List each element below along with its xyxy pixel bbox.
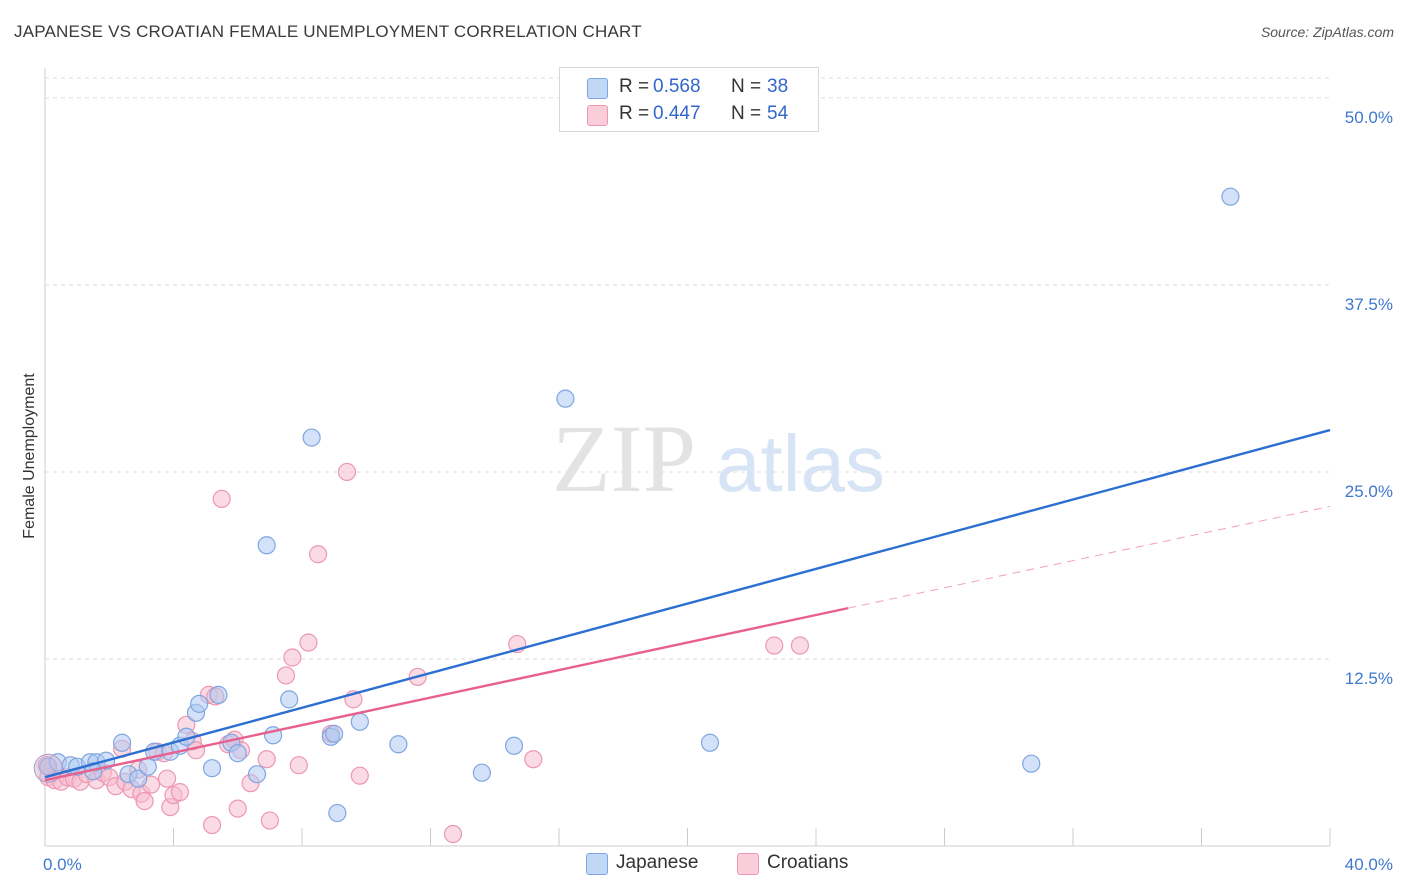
point-croatians — [170, 783, 190, 802]
point-croatians — [202, 815, 222, 835]
x-tick-label: 0.0% — [43, 855, 82, 874]
legend-r-value: 0.447 — [653, 103, 701, 124]
legend-n-value: 54 — [767, 103, 789, 124]
bottom-legend-label-japanese: Japanese — [616, 852, 699, 873]
point-croatians — [790, 636, 810, 655]
point-japanese — [472, 763, 491, 782]
legend-r-value: 0.568 — [653, 76, 701, 97]
point-croatians — [257, 750, 276, 769]
point-japanese — [504, 736, 524, 755]
legend-r-label: R = — [619, 76, 650, 97]
y-axis-label: Female Unemployment — [21, 373, 38, 539]
legend-n-label: N = — [731, 76, 762, 97]
watermark: ZIP atlas — [552, 405, 885, 512]
point-japanese — [325, 724, 344, 743]
point-japanese — [350, 712, 369, 731]
legend-swatch-croatians — [587, 105, 608, 126]
point-japanese — [556, 389, 575, 408]
y-tick-label: 37.5% — [1345, 295, 1393, 314]
point-croatians — [337, 462, 357, 482]
point-japanese — [112, 733, 132, 752]
point-japanese — [202, 759, 222, 778]
point-japanese — [328, 803, 347, 823]
point-japanese — [700, 733, 720, 752]
source-credit: Source: ZipAtlas.com — [1260, 24, 1394, 40]
watermark-zip: ZIP — [552, 405, 696, 512]
point-croatians — [524, 750, 543, 769]
point-croatians — [212, 489, 231, 508]
legend: R = 0.568 N = 38 R = 0.447 N = 54 — [559, 67, 819, 132]
watermark-atlas: atlas — [716, 419, 885, 508]
point-croatians — [228, 799, 247, 818]
point-croatians — [350, 766, 369, 785]
point-croatians — [260, 811, 279, 830]
trend-line-japanese — [44, 428, 1331, 779]
bottom-legend-swatch-japanese — [586, 853, 608, 875]
point-croatians — [135, 792, 154, 811]
grid-layer — [45, 77, 1330, 660]
point-japanese — [190, 694, 209, 713]
legend-r-label: R = — [619, 103, 650, 124]
point-japanese — [228, 744, 247, 763]
chart-title: JAPANESE VS CROATIAN FEMALE UNEMPLOYMENT… — [14, 22, 642, 41]
bottom-legend-label-croatians: Croatians — [767, 852, 849, 873]
bottom-legend-swatch-croatians — [737, 853, 759, 875]
point-croatians — [299, 633, 318, 652]
legend-n-label: N = — [731, 103, 762, 124]
legend-swatch-japanese — [587, 78, 608, 99]
y-tick-label: 12.5% — [1345, 669, 1393, 688]
legend-n-value: 38 — [767, 76, 789, 97]
point-japanese — [257, 536, 276, 555]
point-croatians — [308, 545, 328, 564]
point-croatians — [443, 824, 463, 844]
point-japanese — [1221, 187, 1240, 206]
x-tick-label: 40.0% — [1345, 855, 1393, 874]
point-japanese — [247, 765, 267, 784]
y-tick-label: 50.0% — [1345, 108, 1393, 127]
point-croatians — [283, 648, 302, 667]
points-layer — [33, 187, 1240, 844]
point-japanese — [1022, 754, 1041, 773]
point-japanese — [280, 690, 299, 709]
point-croatians — [276, 666, 296, 685]
y-tick-label: 25.0% — [1345, 482, 1393, 501]
trend-layer — [44, 428, 1331, 782]
point-japanese — [389, 735, 408, 754]
point-japanese — [129, 769, 148, 788]
point-japanese — [302, 428, 321, 447]
point-japanese — [209, 685, 228, 704]
labels-layer: 12.5% 25.0% 37.5% 50.0% 0.0% 40.0% — [43, 108, 1393, 874]
trend-line-croatians — [44, 606, 849, 782]
point-croatians — [289, 756, 308, 775]
point-croatians — [157, 769, 177, 788]
axes-layer — [44, 68, 1331, 847]
point-croatians — [765, 636, 784, 655]
trend-line-extension-croatians — [848, 505, 1331, 609]
